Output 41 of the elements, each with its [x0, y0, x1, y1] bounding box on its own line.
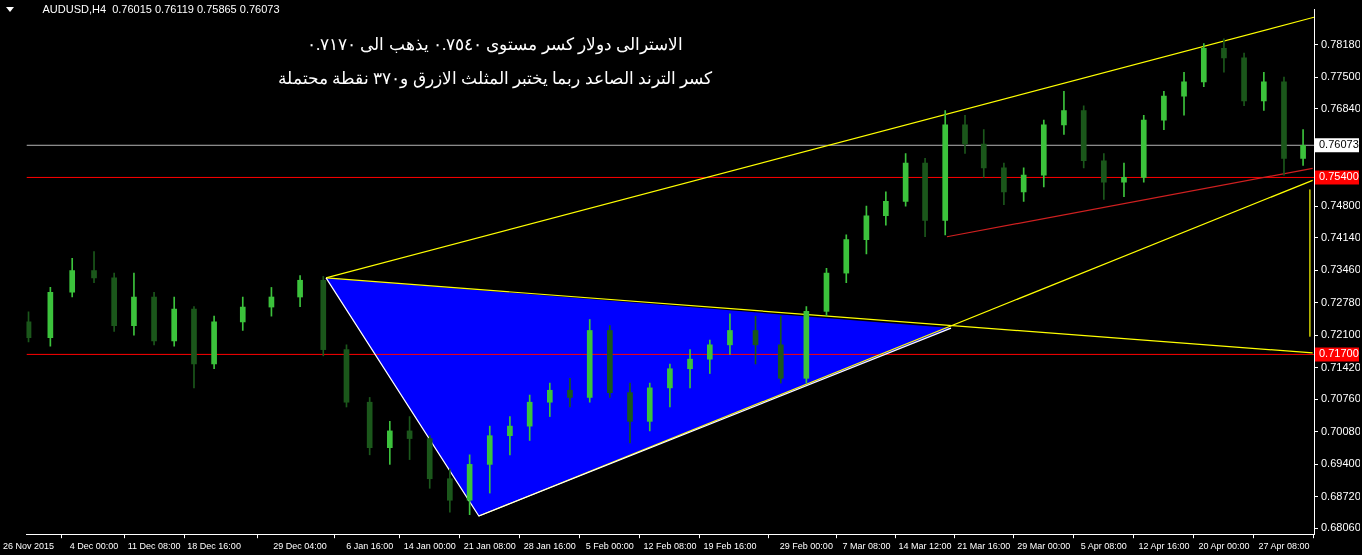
y-tick-label: 0.74800	[1321, 199, 1361, 212]
y-tick-label: 0.74140	[1321, 230, 1361, 243]
x-tick-label: 14 Jan 00:00	[403, 541, 456, 552]
y-tick-label: 0.70760	[1321, 392, 1361, 405]
ref-line-label: 0.71700	[1319, 347, 1359, 360]
y-tick-label: 0.71420	[1321, 360, 1361, 373]
y-tick-label: 0.70080	[1321, 424, 1361, 437]
y-tick-label: 0.77500	[1321, 70, 1361, 83]
annotation: كسر الترند الصاعد ربما يختبر المثلث الازرق و٣٧٠ نقطة محتملة	[277, 69, 714, 90]
x-tick-label: 26 Nov 2015	[3, 541, 55, 552]
x-tick-label: 5 Feb 00:00	[585, 541, 634, 552]
x-tick-label: 4 Dec 00:00	[69, 541, 119, 552]
x-tick-label: 29 Feb 00:00	[779, 541, 833, 552]
annotation: الاسترالى دولار كسر مستوى ٠.٧٥٤٠ يذهب الى ٠.٧١٧٠	[306, 35, 684, 56]
x-tick-label: 29 Dec 04:00	[273, 541, 327, 552]
x-tick-label: 14 Mar 12:00	[898, 541, 952, 552]
ref-line-label: 0.76073	[1319, 138, 1359, 151]
x-tick-label: 21 Mar 16:00	[957, 541, 1011, 552]
x-tick-label: 11 Dec 08:00	[127, 541, 181, 552]
x-tick-label: 27 Apr 08:00	[1258, 541, 1310, 552]
chart-title: AUDUSD,H4 0.76015 0.76119 0.75865 0.76073	[42, 3, 280, 16]
y-tick-label: 0.73460	[1321, 263, 1361, 276]
x-tick-label: 12 Apr 16:00	[1138, 541, 1190, 552]
x-tick-label: 19 Feb 16:00	[703, 541, 757, 552]
y-tick-label: 0.76840	[1321, 101, 1361, 114]
x-tick-label: 21 Jan 08:00	[463, 541, 516, 552]
y-tick-label: 0.68060	[1321, 521, 1361, 534]
x-tick-label: 20 Apr 00:00	[1198, 541, 1250, 552]
y-tick-label: 0.68720	[1321, 489, 1361, 502]
x-tick-label: 18 Dec 16:00	[187, 541, 241, 552]
x-tick-label: 12 Feb 08:00	[643, 541, 697, 552]
x-tick-label: 7 Mar 08:00	[842, 541, 891, 552]
y-tick-label: 0.72780	[1321, 295, 1361, 308]
y-tick-label: 0.78180	[1321, 37, 1361, 50]
y-tick-label: 0.72100	[1321, 328, 1361, 341]
x-tick-label: 29 Mar 00:00	[1017, 541, 1071, 552]
x-tick-label: 5 Apr 08:00	[1080, 541, 1127, 552]
x-tick-label: 6 Jan 16:00	[346, 541, 394, 552]
x-tick-label: 28 Jan 16:00	[523, 541, 576, 552]
ref-line-label: 0.75400	[1319, 170, 1359, 183]
y-tick-label: 0.69400	[1321, 457, 1361, 470]
